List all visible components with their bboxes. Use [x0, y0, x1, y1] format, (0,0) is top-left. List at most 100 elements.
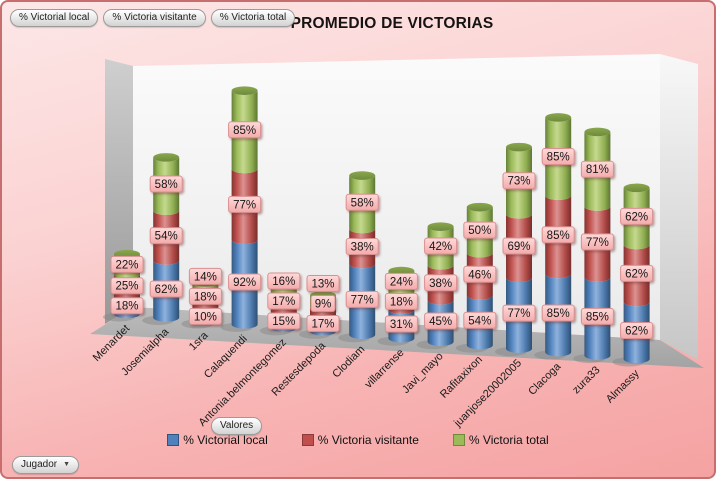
category-label: villarrense: [363, 347, 407, 391]
data-label-box: [110, 255, 144, 273]
data-label: 16%: [267, 272, 301, 290]
filter-button-victorial-local[interactable]: % Victorial local: [10, 9, 99, 27]
data-label-text: 38%: [429, 278, 452, 290]
data-label-text: 9%: [315, 298, 332, 310]
data-label-text: 15%: [272, 316, 295, 328]
data-label: 24%: [384, 272, 418, 290]
data-label: 38%: [345, 237, 379, 255]
legend-item-victorial-local: % Victorial local: [167, 433, 268, 447]
filter-button-victoria-total[interactable]: % Victoria total: [210, 9, 296, 27]
data-label-text: 17%: [272, 296, 295, 308]
legend: % Victorial local % Victoria visitante % V…: [2, 433, 714, 447]
legend-item-victoria-total: % Victoria total: [452, 433, 549, 447]
data-label: 77%: [580, 233, 614, 251]
cylinder-top-cap: [153, 153, 180, 162]
data-label: 17%: [267, 292, 301, 310]
data-label-text: 92%: [233, 277, 256, 289]
data-label: 18%: [188, 287, 222, 305]
data-label-text: 69%: [507, 241, 530, 253]
legend-swatch: [452, 434, 465, 446]
data-label: 31%: [384, 315, 418, 333]
data-label-text: 77%: [233, 199, 256, 211]
data-label-text: 38%: [351, 241, 374, 253]
data-label-text: 58%: [155, 179, 178, 191]
data-label-text: 85%: [547, 308, 570, 320]
data-label: 81%: [580, 160, 614, 178]
data-label: 14%: [188, 267, 222, 285]
data-label-text: 50%: [468, 225, 491, 237]
data-label: 13%: [306, 274, 340, 292]
data-label-text: 18%: [115, 301, 138, 313]
data-label-box: [541, 226, 575, 244]
data-label-text: 85%: [547, 230, 570, 242]
data-label-text: 46%: [468, 269, 491, 281]
category-label: Clodiam: [330, 343, 367, 380]
chevron-down-icon: ▼: [63, 461, 71, 468]
data-label-box: [228, 273, 262, 291]
data-label: 25%: [110, 277, 144, 295]
data-label: 38%: [424, 274, 458, 292]
category-label: Clacoga: [526, 360, 564, 398]
data-label: 54%: [463, 311, 497, 329]
data-label-text: 85%: [586, 311, 609, 323]
data-label: 92%: [228, 273, 262, 291]
legend-swatch: [301, 434, 314, 446]
data-label-box: [620, 264, 654, 282]
data-label-box: [110, 297, 144, 315]
data-label-box: [188, 267, 222, 285]
data-label: 77%: [228, 195, 262, 213]
cylinder-top-cap: [545, 113, 572, 122]
bar-josemialpha: [153, 153, 180, 322]
category-label: zura33: [570, 364, 602, 396]
data-label: 62%: [149, 280, 183, 298]
data-label: 77%: [345, 290, 379, 308]
data-label-text: 77%: [351, 294, 374, 306]
data-label-text: 73%: [507, 176, 530, 188]
data-label-box: [149, 175, 183, 193]
filter-button-victoria-visitante[interactable]: % Victoria visitante: [103, 9, 206, 27]
data-label-box: [384, 272, 418, 290]
cylinder-top-cap: [506, 142, 532, 152]
data-label-box: [345, 290, 379, 308]
data-label-box: [188, 287, 222, 305]
data-label-box: [502, 237, 536, 255]
data-label-box: [463, 311, 497, 329]
data-label-box: [306, 274, 340, 292]
data-label-box: [345, 193, 379, 211]
data-label-text: 31%: [390, 319, 413, 331]
data-label-box: [424, 274, 458, 292]
category-label: Almassy: [604, 367, 642, 405]
data-label-box: [463, 265, 497, 283]
data-label: 62%: [620, 207, 654, 225]
chart-title: PROMEDIO DE VICTORIAS: [290, 15, 494, 32]
axis-field-dropdown[interactable]: Jugador ▼: [12, 456, 80, 474]
data-label-box: [188, 307, 222, 325]
data-label-text: 54%: [468, 315, 491, 327]
cylinder-top-cap: [231, 86, 258, 95]
data-label-box: [580, 160, 614, 178]
data-label-box: [541, 304, 575, 322]
data-label-box: [267, 292, 301, 310]
data-label-text: 85%: [547, 152, 570, 164]
data-label-text: 18%: [390, 296, 413, 308]
data-label-box: [267, 312, 301, 330]
data-label-box: [424, 237, 458, 255]
data-label-box: [620, 207, 654, 225]
data-label-text: 62%: [625, 211, 648, 223]
data-label-text: 85%: [233, 125, 256, 137]
data-label-text: 25%: [115, 281, 138, 293]
data-label: 85%: [228, 121, 262, 139]
data-label: 85%: [541, 148, 575, 166]
data-label-box: [384, 292, 418, 310]
data-label-box: [306, 314, 340, 332]
data-label: 58%: [149, 175, 183, 193]
data-label-box: [310, 294, 336, 312]
data-label: 77%: [502, 304, 536, 322]
data-label-text: 18%: [194, 291, 217, 303]
data-label: 18%: [384, 292, 418, 310]
values-field-button[interactable]: Valores: [211, 417, 263, 435]
data-label: 85%: [580, 307, 614, 325]
data-label: 54%: [149, 227, 183, 245]
